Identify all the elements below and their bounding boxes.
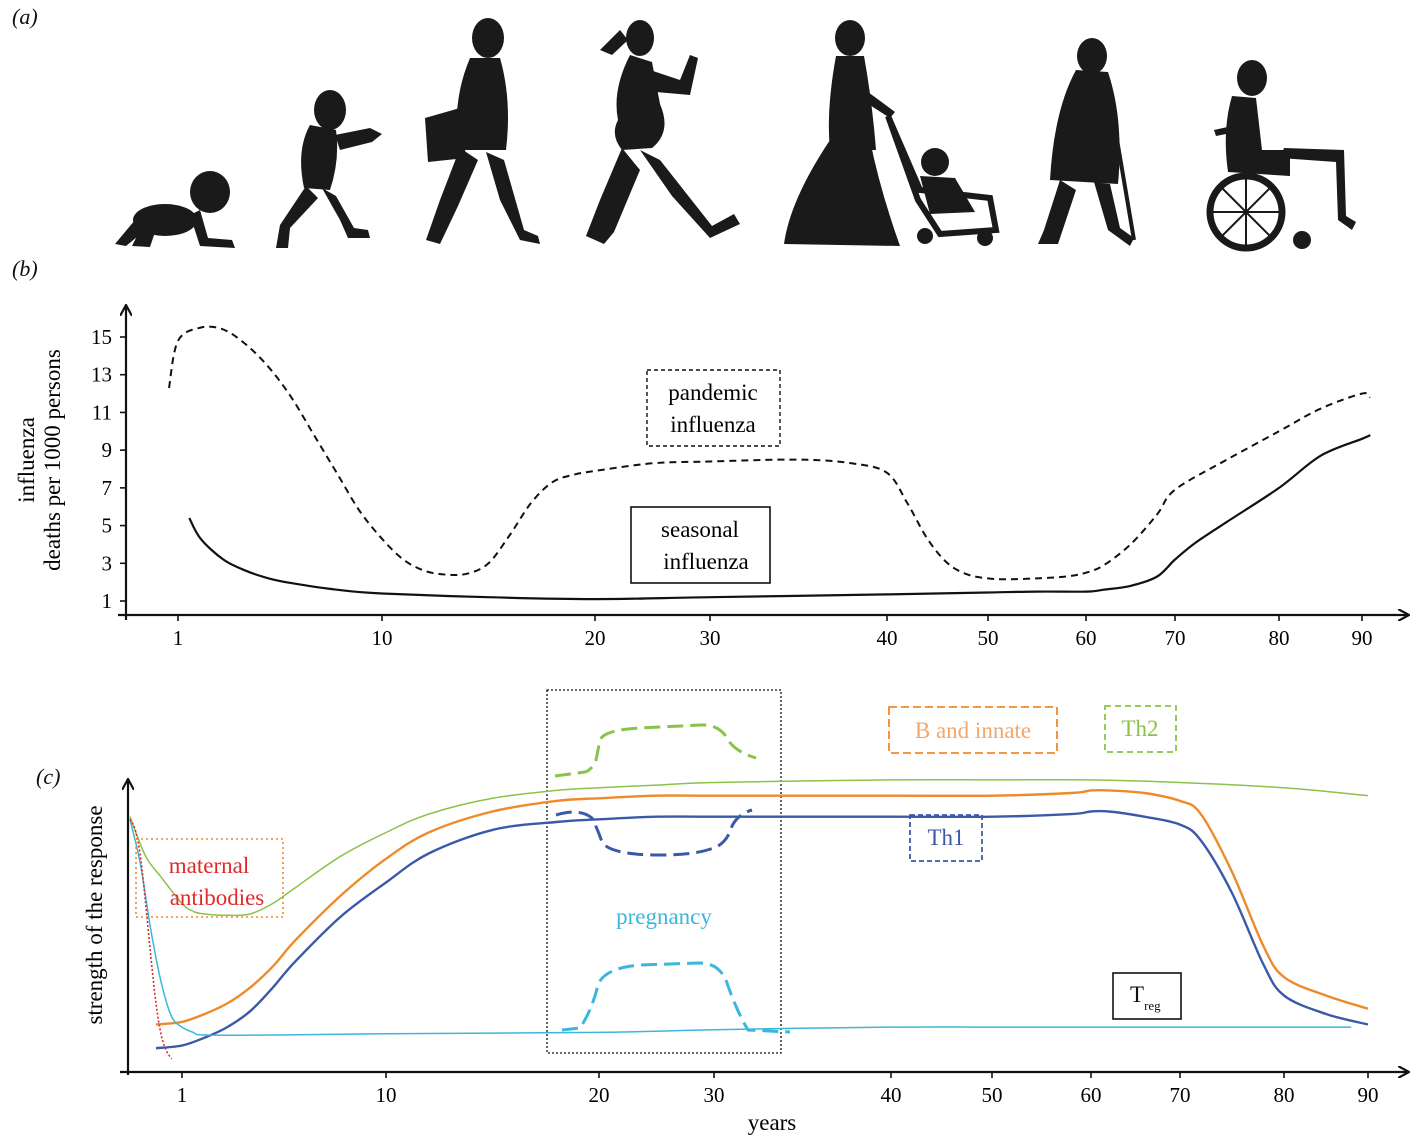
pandemic-influenza-label-box: [646, 369, 781, 447]
woman-with-stroller-icon: [784, 20, 1000, 246]
pandemic-influenza-label-line2: influenza: [670, 412, 756, 437]
x-tick-label-c-20: 20: [589, 1083, 610, 1107]
maternal-antibodies-label-line1: maternal: [169, 853, 249, 878]
y-axis-label-b-line2: deaths per 1000 persons: [40, 349, 65, 571]
x-tick-label-b-30: 30: [700, 626, 721, 650]
th1-pregnancy-decrease: [555, 808, 753, 857]
panel-label-c: (c): [36, 764, 61, 789]
y-tick-label-b-9: 9: [102, 438, 113, 462]
x-tick-label-b-70: 70: [1165, 626, 1186, 650]
y-tick-label-b-5: 5: [102, 514, 113, 538]
silhouette-row: [115, 18, 1356, 252]
th1-label-box: [909, 814, 983, 862]
panel-label-a: (a): [12, 4, 38, 29]
y-tick-label-b-1: 1: [102, 589, 113, 613]
y-axis-label-b-line1: influenza: [14, 417, 39, 503]
th2-pregnancy-increase: [554, 723, 757, 778]
y-tick-label-b-3: 3: [102, 551, 113, 575]
treg-label: Treg: [1130, 982, 1161, 1013]
x-tick-label-c-80: 80: [1274, 1083, 1295, 1107]
x-axis-label-c: years: [748, 1110, 797, 1135]
x-tick-label-b-10: 10: [372, 626, 393, 650]
b-and-innate-line: [155, 788, 1369, 1026]
x-tick-label-c-30: 30: [704, 1083, 725, 1107]
x-tick-label-c-40: 40: [881, 1083, 902, 1107]
x-tick-label-b-60: 60: [1076, 626, 1097, 650]
x-tick-label-b-80: 80: [1269, 626, 1290, 650]
x-tick-label-b-20: 20: [585, 626, 606, 650]
treg-label-box: [1112, 972, 1182, 1020]
treg-line: [129, 819, 1352, 1036]
x-tick-label-b-40: 40: [877, 626, 898, 650]
th1-line: [155, 809, 1369, 1050]
seasonal-influenza-label-line1: seasonal: [661, 517, 739, 542]
y-axis-label-c: strength of the response: [82, 805, 107, 1024]
treg-label-subscript: reg: [1144, 998, 1161, 1013]
maternal-antibodies-label-line2: antibodies: [170, 885, 265, 910]
pregnancy-window-box: [546, 689, 782, 1054]
y-tick-label-b-13: 13: [91, 363, 112, 387]
treg-label-main: T: [1130, 982, 1144, 1007]
x-tick-label-c-70: 70: [1170, 1083, 1191, 1107]
th2-label: Th2: [1121, 716, 1158, 741]
b-and-innate-label: B and innate: [915, 718, 1031, 743]
y-tick-label-b-11: 11: [92, 400, 112, 424]
running-child-icon: [276, 90, 382, 248]
y-tick-label-b-7: 7: [102, 476, 113, 500]
immune-response-chart: 1 10 20 30 40 50 60 70 80 90 years strength of th…: [82, 689, 1408, 1135]
panel-label-b: (b): [12, 256, 38, 281]
seasonal-influenza-label-line2: influenza: [663, 549, 749, 574]
pregnancy-label: pregnancy: [616, 904, 712, 929]
person-in-wheelchair-icon: [1206, 60, 1356, 252]
elderly-woman-with-cane-icon: [1038, 38, 1136, 246]
th2-line: [129, 778, 1369, 917]
x-tick-label-b-50: 50: [978, 626, 999, 650]
x-tick-label-c-90: 90: [1358, 1083, 1379, 1107]
maternal-antibodies-label-box: [135, 838, 284, 918]
pandemic-influenza-line: [168, 325, 1371, 581]
seasonal-influenza-line: [188, 434, 1371, 601]
crawling-baby-icon: [115, 171, 235, 248]
y-tick-label-b-15: 15: [91, 325, 112, 349]
seasonal-influenza-label-box: [630, 506, 771, 584]
x-tick-label-c-60: 60: [1081, 1083, 1102, 1107]
walking-woman-with-bag-icon: [425, 18, 540, 244]
x-tick-label-c-1: 1: [177, 1083, 188, 1107]
pregnant-woman-walking-icon: [586, 20, 740, 244]
x-tick-label-b-1: 1: [173, 626, 184, 650]
x-tick-label-b-90: 90: [1352, 626, 1373, 650]
th1-label: Th1: [927, 825, 964, 850]
pandemic-influenza-label-line1: pandemic: [668, 380, 757, 405]
x-tick-label-c-50: 50: [982, 1083, 1003, 1107]
b-and-innate-label-box: [888, 706, 1058, 754]
x-tick-label-c-10: 10: [376, 1083, 397, 1107]
treg-pregnancy-increase: [561, 961, 791, 1034]
th2-label-box: [1104, 705, 1177, 753]
